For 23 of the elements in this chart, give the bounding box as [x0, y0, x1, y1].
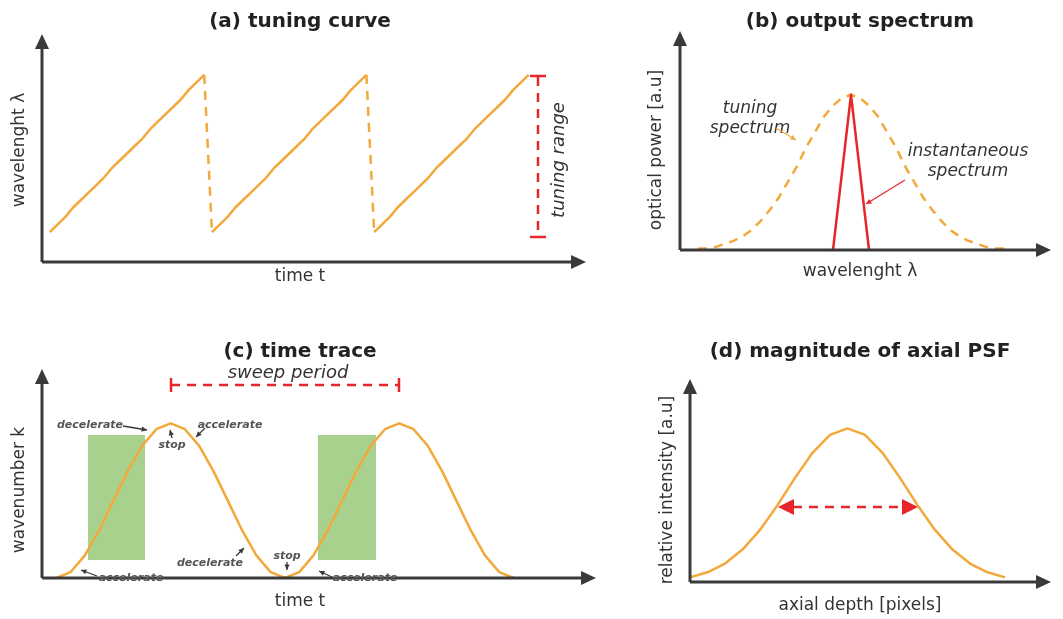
y-axis-title: wavenumber k	[7, 426, 29, 554]
annotation: decelerate	[56, 418, 124, 432]
y-axis-title: relative intensity [a.u]	[655, 395, 677, 585]
y-axis-title: wavelenght λ	[7, 92, 29, 208]
annotation: accelerate	[98, 571, 164, 585]
x-axis-title: axial depth [pixels]	[778, 593, 942, 615]
annotation: accelerate	[332, 571, 398, 585]
annotation: accelerate	[197, 418, 263, 432]
chart-title: (b) output spectrum	[745, 8, 975, 32]
annotation: tuning spectrum	[708, 96, 792, 138]
chart-title: (a) tuning curve	[209, 8, 391, 32]
annotation: stop	[273, 549, 301, 563]
annotation: decelerate	[176, 556, 244, 570]
chart-title: (c) time trace	[223, 338, 377, 362]
annotation: stop	[158, 438, 186, 452]
annotation: instantaneous spectrum	[906, 139, 1030, 181]
annotation: tuning range	[547, 102, 569, 218]
x-axis-title: wavelenght λ	[802, 259, 918, 281]
x-axis-title: time t	[274, 589, 326, 611]
x-axis-title: time t	[274, 264, 326, 286]
y-axis-title: optical power [a.u]	[644, 69, 666, 231]
chart-title: (d) magnitude of axial PSF	[709, 338, 1011, 362]
text: sweep period	[227, 361, 349, 383]
